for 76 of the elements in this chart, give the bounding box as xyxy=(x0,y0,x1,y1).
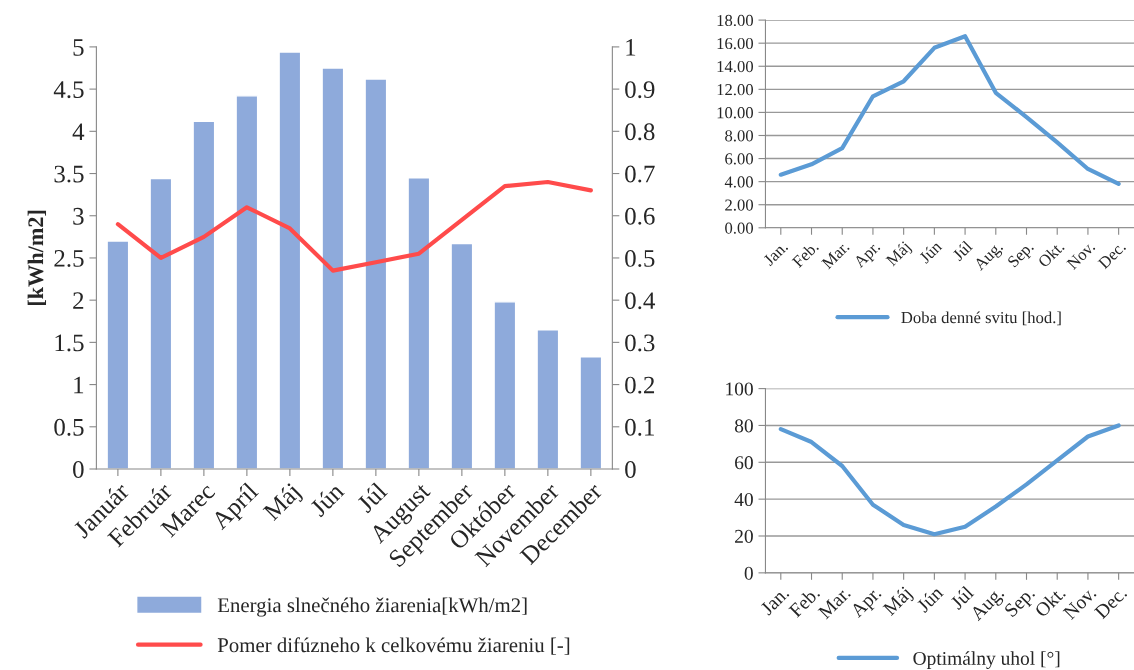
y-tick-label: 2 xyxy=(73,292,84,309)
y-tick-label: 6.00 xyxy=(725,153,754,165)
y2-tick-label: 0.8 xyxy=(625,123,655,141)
x-tick-label: Jún xyxy=(915,584,944,614)
y2-tick-label: 0.3 xyxy=(625,334,655,352)
y-tick-label: 3 xyxy=(73,207,84,225)
legend-label: Doba denné svitu [hod.] xyxy=(901,311,1061,326)
y2-tick-label: 0.5 xyxy=(625,250,655,267)
y-tick-label: 4 xyxy=(72,123,85,140)
bar xyxy=(106,240,130,469)
x-tick-label: Nov. xyxy=(1066,240,1096,271)
bar xyxy=(149,177,173,469)
bar xyxy=(536,329,560,469)
y-tick-label: 80 xyxy=(734,419,753,433)
y-axis-title: [kWh/m2] xyxy=(27,210,47,306)
x-tick-label: Dec. xyxy=(1097,240,1127,270)
y2-tick-label: 0.4 xyxy=(625,292,656,310)
x-tick-label: Feb. xyxy=(791,240,820,269)
bar xyxy=(579,356,603,469)
y2-tick-label: 0.2 xyxy=(625,376,655,394)
y-tick-label: 2.00 xyxy=(725,199,754,211)
bar xyxy=(364,78,388,469)
x-tick-label: Jún xyxy=(918,239,943,265)
y-tick-label: 8.00 xyxy=(725,130,754,142)
y-tick-label: 2.5 xyxy=(54,250,84,267)
y-tick-label: 0 xyxy=(744,566,753,580)
y-tick-label: 0.5 xyxy=(54,418,84,436)
y-tick-label: 5 xyxy=(73,39,84,56)
y2-tick-label: 1 xyxy=(626,39,636,56)
y-tick-label: 18.00 xyxy=(717,14,754,27)
line-series xyxy=(778,423,1121,537)
x-tick-label: Apr. xyxy=(852,240,883,271)
y-tick-label: 0 xyxy=(73,461,84,478)
x-tick-label: Máj xyxy=(261,482,305,525)
x-tick-label: Júl xyxy=(951,239,974,262)
bar xyxy=(450,242,474,469)
y2-tick-label: 0 xyxy=(625,461,636,478)
y2-tick-label: 0.7 xyxy=(625,165,655,183)
y-tick-label: 1.5 xyxy=(55,334,84,352)
bar xyxy=(493,301,517,469)
y-tick-label: 12.00 xyxy=(717,84,754,96)
bar xyxy=(321,67,345,469)
x-tick-label: Okt. xyxy=(1037,240,1065,269)
y-tick-label: 10.00 xyxy=(717,107,754,119)
y-tick-label: 40 xyxy=(734,492,753,507)
x-tick-label: Jan. xyxy=(759,586,790,616)
y-tick-label: 14.00 xyxy=(717,60,754,73)
y2-tick-label: 0.6 xyxy=(625,207,655,225)
x-tick-label: Máj xyxy=(885,240,914,269)
bar xyxy=(278,51,302,469)
y-tick-label: 20 xyxy=(735,529,753,543)
bar xyxy=(192,120,216,469)
line-series xyxy=(115,179,593,273)
x-tick-label: Mar. xyxy=(821,240,850,270)
y-tick-label: 16.00 xyxy=(717,37,754,50)
x-tick-label: Aug. xyxy=(973,240,1006,274)
legend-label: Optimálny uhol [°] xyxy=(913,651,1060,669)
y2-tick-label: 0.1 xyxy=(625,418,654,436)
line-series xyxy=(778,34,1121,187)
y2-tick-label: 0.9 xyxy=(625,81,655,99)
bar xyxy=(235,95,259,469)
y-tick-label: 4.5 xyxy=(53,81,84,99)
y-tick-label: 60 xyxy=(735,456,753,470)
bar xyxy=(407,177,431,469)
legend-label: Energia slnečného žiarenia[kWh/m2] xyxy=(217,597,527,617)
x-tick-label: Jan. xyxy=(762,240,789,267)
y-tick-label: 100 xyxy=(726,382,753,396)
y-tick-label: 1 xyxy=(74,376,84,394)
y-tick-label: 0.00 xyxy=(725,222,754,234)
legend-label: Pomer difúzneho k celkovému žiareniu [-] xyxy=(217,637,570,655)
x-tick-label: Sep. xyxy=(1007,240,1037,271)
y-tick-label: 3.5 xyxy=(54,165,84,183)
x-tick-label: Jún xyxy=(308,481,346,518)
x-tick-label: Máj xyxy=(881,585,915,619)
y-tick-label: 4.00 xyxy=(724,176,754,188)
x-tick-label: Júl xyxy=(949,584,975,611)
